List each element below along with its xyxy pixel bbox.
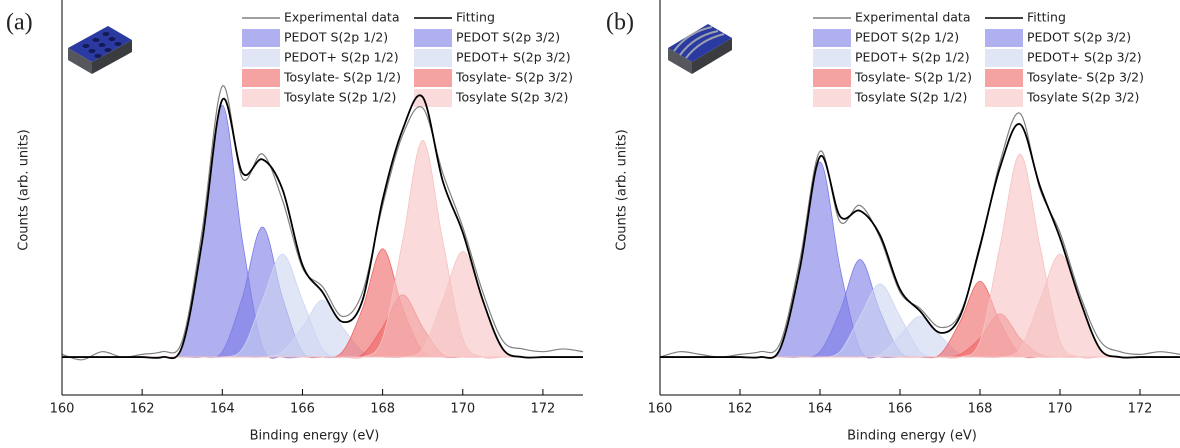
- legend-swatch: [414, 29, 452, 47]
- x-tick-label: 164: [808, 402, 833, 417]
- sample-icon: [68, 26, 132, 74]
- legend-label: Experimental data: [855, 10, 971, 25]
- legend-swatch: [813, 29, 851, 47]
- x-tick-label: 168: [968, 402, 993, 417]
- x-tick-label: 160: [648, 402, 673, 417]
- legend-label: PEDOT+ S(2p 3/2): [456, 50, 571, 65]
- legend-label: PEDOT S(2p 3/2): [456, 30, 560, 45]
- x-tick-label: 164: [210, 402, 235, 417]
- legend-label: PEDOT S(2p 3/2): [1027, 30, 1131, 45]
- x-tick-label: 166: [290, 402, 315, 417]
- legend-label: Tosylate- S(2p 1/2): [854, 70, 972, 85]
- legend-swatch: [414, 89, 452, 107]
- legend-label: Tosylate S(2p 1/2): [854, 90, 967, 105]
- legend-swatch: [813, 89, 851, 107]
- legend-swatch: [242, 89, 280, 107]
- legend-label: Tosylate S(2p 1/2): [283, 90, 396, 105]
- legend-label: Tosylate- S(2p 3/2): [455, 70, 573, 85]
- legend-label: PEDOT+ S(2p 3/2): [1027, 50, 1142, 65]
- legend-swatch: [414, 69, 452, 87]
- spectrum-line: [659, 112, 1180, 358]
- legend-label: Tosylate S(2p 3/2): [455, 90, 568, 105]
- y-axis-label: Counts (arb. units): [17, 129, 32, 250]
- x-tick-label: 162: [130, 402, 155, 417]
- legend-label: Fitting: [1027, 10, 1066, 25]
- legend-label: Tosylate S(2p 3/2): [1026, 90, 1139, 105]
- legend-swatch: [242, 49, 280, 67]
- x-tick-label: 166: [888, 402, 913, 417]
- panel-label: (a): [6, 10, 33, 36]
- x-tick-label: 172: [1128, 402, 1153, 417]
- panel-label: (b): [606, 10, 634, 36]
- legend-label: PEDOT S(2p 1/2): [284, 30, 388, 45]
- x-tick-label: 170: [1048, 402, 1073, 417]
- spectrum-line: [659, 123, 1180, 359]
- legend-label: PEDOT+ S(2p 1/2): [855, 50, 970, 65]
- legend-swatch: [242, 29, 280, 47]
- legend-label: Experimental data: [284, 10, 400, 25]
- y-axis-label: Counts (arb. units): [615, 129, 630, 250]
- legend-swatch: [813, 69, 851, 87]
- legend-label: Fitting: [456, 10, 495, 25]
- legend-swatch: [985, 89, 1023, 107]
- x-tick-label: 160: [50, 402, 75, 417]
- legend-swatch: [414, 49, 452, 67]
- legend-swatch: [813, 49, 851, 67]
- spectrum-line: [61, 85, 584, 361]
- x-tick-label: 162: [728, 402, 753, 417]
- legend-label: Tosylate- S(2p 1/2): [283, 70, 401, 85]
- legend-label: PEDOT+ S(2p 1/2): [284, 50, 399, 65]
- legend-swatch: [985, 29, 1023, 47]
- spectrum-line: [61, 94, 583, 360]
- x-tick-label: 172: [531, 402, 556, 417]
- legend-swatch: [242, 69, 280, 87]
- legend-label: PEDOT S(2p 1/2): [855, 30, 959, 45]
- legend-label: Tosylate- S(2p 3/2): [1026, 70, 1144, 85]
- x-tick-label: 170: [450, 402, 475, 417]
- x-axis-label: Binding energy (eV): [250, 429, 380, 444]
- x-axis-label: Binding energy (eV): [847, 429, 977, 444]
- legend-swatch: [985, 49, 1023, 67]
- x-tick-label: 168: [370, 402, 395, 417]
- sample-icon: [668, 24, 732, 74]
- legend-swatch: [985, 69, 1023, 87]
